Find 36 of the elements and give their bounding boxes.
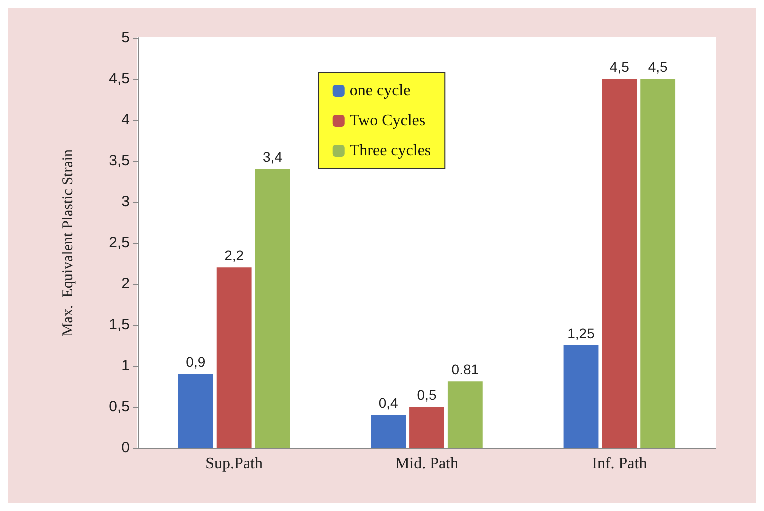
data-label: 0.81: [452, 362, 480, 378]
y-tick-label: 3,5: [109, 152, 130, 170]
bar: [602, 79, 638, 448]
bar: [178, 374, 214, 448]
y-tick-label: 2,5: [109, 234, 130, 252]
data-label: 1,25: [568, 326, 596, 342]
y-tick-label: 5: [122, 30, 130, 46]
y-tick-label: 4,5: [109, 70, 130, 88]
bar: [216, 268, 252, 448]
x-tick-label: Mid. Path: [395, 456, 459, 472]
y-tick-label: 1: [122, 358, 130, 374]
y-tick-label: 0: [122, 440, 130, 456]
y-tick-label: 3: [122, 194, 130, 210]
bar: [255, 169, 290, 448]
legend-label: Two Cycles: [350, 112, 426, 130]
data-label: 2,2: [224, 248, 244, 264]
bar: [410, 407, 444, 448]
data-label: 4,5: [610, 59, 630, 75]
data-label: 4,5: [648, 59, 668, 75]
x-tick-label: Sup.Path: [206, 456, 264, 472]
y-tick-label: 4: [122, 112, 130, 128]
y-tick-label: 1,5: [109, 316, 130, 334]
y-tick-label: 2: [122, 276, 130, 292]
legend-label: one cycle: [350, 82, 411, 100]
data-label: 0,4: [378, 395, 399, 412]
data-label: 3,4: [263, 149, 283, 166]
y-axis-title: Max. Equivalent Plastic Strain: [60, 148, 76, 337]
bar: [640, 79, 676, 448]
data-label: 0,5: [417, 387, 437, 403]
data-label: 0,9: [186, 354, 206, 370]
y-tick-label: 0,5: [109, 398, 130, 416]
bar: [564, 346, 599, 448]
legend-label: Three cycles: [350, 142, 432, 160]
bar: [371, 415, 406, 448]
x-tick-label: Inf. Path: [592, 456, 648, 472]
bar: [448, 382, 483, 448]
